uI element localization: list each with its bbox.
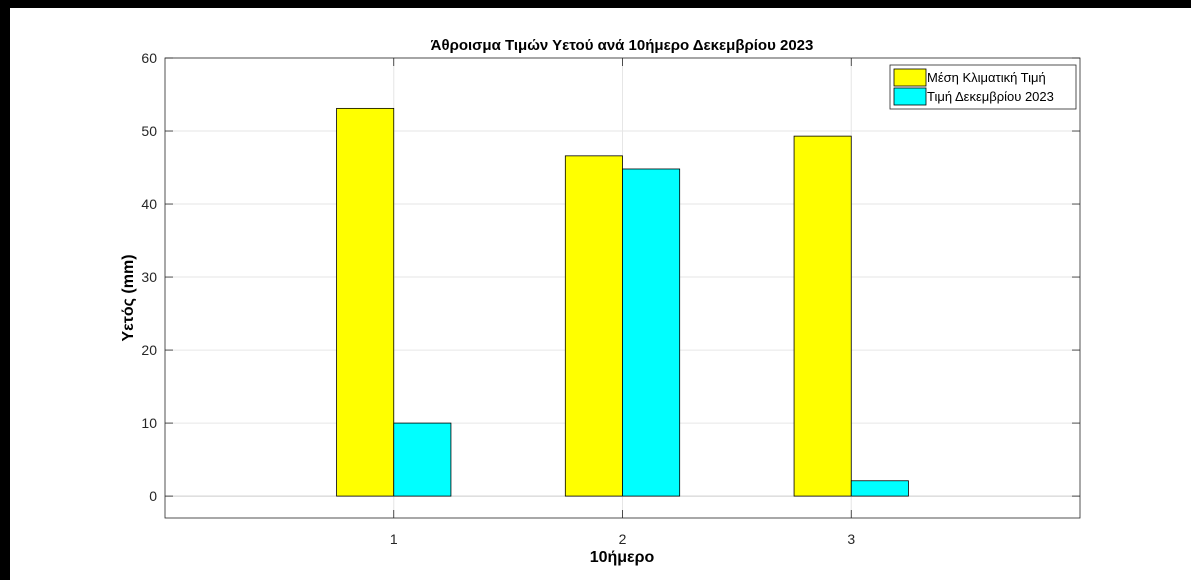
x-axis-title: 10ήμερο	[590, 549, 655, 566]
y-tick-label: 20	[141, 342, 157, 358]
y-tick-label: 50	[141, 123, 157, 139]
y-tick-label: 60	[141, 50, 157, 66]
y-tick-label: 0	[149, 488, 157, 504]
bar-series-1-cat-3	[793, 135, 852, 497]
figure-frame: 0 10 20 30 40 50 60 1 2 3 Άθροισμα Τιμών Υετού αν…	[10, 8, 1191, 580]
bar-series-2-cat-3	[850, 480, 909, 497]
chart-title: Άθροισμα Τιμών Υετού ανά 10ήμερο Δεκεμβρ…	[431, 37, 814, 54]
y-tick-label: 30	[141, 269, 157, 285]
y-axis-title: Υετός (mm)	[120, 254, 137, 341]
bars	[336, 107, 909, 497]
x-tick-label: 2	[619, 531, 627, 547]
bar-series-2-cat-2	[622, 168, 681, 497]
legend-label-climatic: Μέση Κλιματική Τιμή	[927, 70, 1046, 85]
x-tick-label: 3	[847, 531, 855, 547]
legend-swatch-climatic	[893, 68, 927, 87]
legend: Μέση Κλιματική Τιμή Τιμή Δεκεμβρίου 2023	[889, 64, 1077, 110]
bar-chart: 0 10 20 30 40 50 60 1 2 3 Άθροισμα Τιμών Υετού αν…	[120, 37, 1081, 566]
y-tick-label: 10	[141, 415, 157, 431]
y-tick-label: 40	[141, 196, 157, 212]
bar-series-2-cat-1	[393, 422, 452, 497]
x-tick-label: 1	[390, 531, 398, 547]
legend-label-december-2023: Τιμή Δεκεμβρίου 2023	[927, 89, 1054, 104]
axis-ticks: 0 10 20 30 40 50 60 1 2 3	[141, 50, 1080, 547]
bar-series-1-cat-1	[336, 107, 395, 497]
legend-swatch-december-2023	[893, 87, 927, 106]
bar-series-1-cat-2	[564, 155, 623, 497]
